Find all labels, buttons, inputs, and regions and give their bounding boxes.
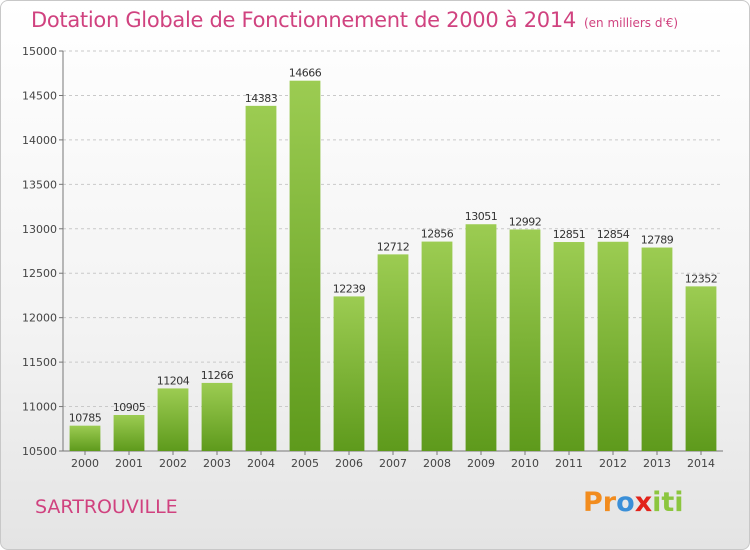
y-tick-label: 13000 bbox=[22, 223, 57, 236]
logo-letter: i bbox=[674, 487, 684, 518]
bar-2002 bbox=[157, 388, 189, 451]
x-tick-label: 2011 bbox=[555, 457, 583, 470]
bar-2005 bbox=[289, 80, 321, 451]
data-label-2014: 12352 bbox=[685, 272, 718, 285]
x-tick-label: 2013 bbox=[643, 457, 671, 470]
city-name: SARTROUVILLE bbox=[35, 496, 178, 518]
bar-2003 bbox=[201, 382, 233, 451]
bar-2007 bbox=[377, 254, 409, 451]
x-tick-label: 2012 bbox=[599, 457, 627, 470]
x-tick-label: 2004 bbox=[247, 457, 275, 470]
data-label-2005: 14666 bbox=[289, 67, 322, 80]
x-tick-label: 2000 bbox=[71, 457, 99, 470]
data-label-2002: 11204 bbox=[157, 374, 190, 387]
logo-letter: o bbox=[616, 487, 635, 518]
data-label-2010: 12992 bbox=[509, 215, 542, 228]
y-tick-label: 14000 bbox=[22, 134, 57, 147]
x-tick-label: 2008 bbox=[423, 457, 451, 470]
data-label-2013: 12789 bbox=[641, 234, 674, 247]
title-line: Dotation Globale de Fonctionnement de 20… bbox=[31, 8, 678, 32]
x-tick-label: 2006 bbox=[335, 457, 363, 470]
x-tick-label: 2002 bbox=[159, 457, 187, 470]
y-tick-label: 15000 bbox=[22, 45, 57, 58]
bar-2014 bbox=[685, 286, 717, 451]
x-tick-label: 2009 bbox=[467, 457, 495, 470]
labels: 10500 11000 11500 12000 12500 13000 13500 14000… bbox=[22, 45, 718, 470]
data-label-2000: 10785 bbox=[69, 412, 102, 425]
y-tick-label: 10500 bbox=[22, 445, 57, 458]
data-label-2001: 10905 bbox=[113, 401, 146, 414]
y-tick-label: 12500 bbox=[22, 267, 57, 280]
data-label-2003: 11266 bbox=[201, 369, 234, 382]
x-tick-label: 2001 bbox=[115, 457, 143, 470]
data-label-2006: 12239 bbox=[333, 282, 366, 295]
bar-2006 bbox=[333, 296, 365, 451]
bar-2000 bbox=[69, 425, 101, 451]
logo-letter: P bbox=[583, 487, 603, 518]
chart-title: Dotation Globale de Fonctionnement de 20… bbox=[31, 8, 576, 32]
x-tick-label: 2003 bbox=[203, 457, 231, 470]
bar-2010 bbox=[509, 229, 541, 451]
x-tick-label: 2014 bbox=[687, 457, 715, 470]
bar-2012 bbox=[597, 241, 629, 451]
proxiti-logo: Proxiti bbox=[583, 487, 684, 518]
bar-2001 bbox=[113, 415, 145, 451]
y-tick-label: 11500 bbox=[22, 356, 57, 369]
x-tick-label: 2005 bbox=[291, 457, 319, 470]
data-label-2012: 12854 bbox=[597, 228, 630, 241]
logo-letter: i bbox=[652, 487, 662, 518]
logo-letter: t bbox=[661, 487, 675, 518]
logo-letter: r bbox=[602, 487, 617, 518]
bar-2004 bbox=[245, 105, 277, 451]
y-tick-label: 12000 bbox=[22, 312, 57, 325]
y-tick-label: 14500 bbox=[22, 89, 57, 102]
chart-unit-note: (en milliers d'€) bbox=[583, 16, 679, 30]
bar-2011 bbox=[553, 242, 585, 451]
logo-letter: x bbox=[634, 487, 653, 518]
bar-2008 bbox=[421, 241, 453, 451]
data-label-2004: 14383 bbox=[245, 92, 278, 105]
bars bbox=[69, 80, 717, 451]
data-label-2007: 12712 bbox=[377, 240, 410, 253]
data-label-2011: 12851 bbox=[553, 228, 586, 241]
x-tick-label: 2010 bbox=[511, 457, 539, 470]
bar-2013 bbox=[641, 247, 673, 451]
data-label-2009: 13051 bbox=[465, 210, 498, 223]
y-tick-label: 11000 bbox=[22, 401, 57, 414]
data-label-2008: 12856 bbox=[421, 228, 454, 241]
x-tick-label: 2007 bbox=[379, 457, 407, 470]
bar-2009 bbox=[465, 224, 497, 451]
y-tick-label: 13500 bbox=[22, 178, 57, 191]
